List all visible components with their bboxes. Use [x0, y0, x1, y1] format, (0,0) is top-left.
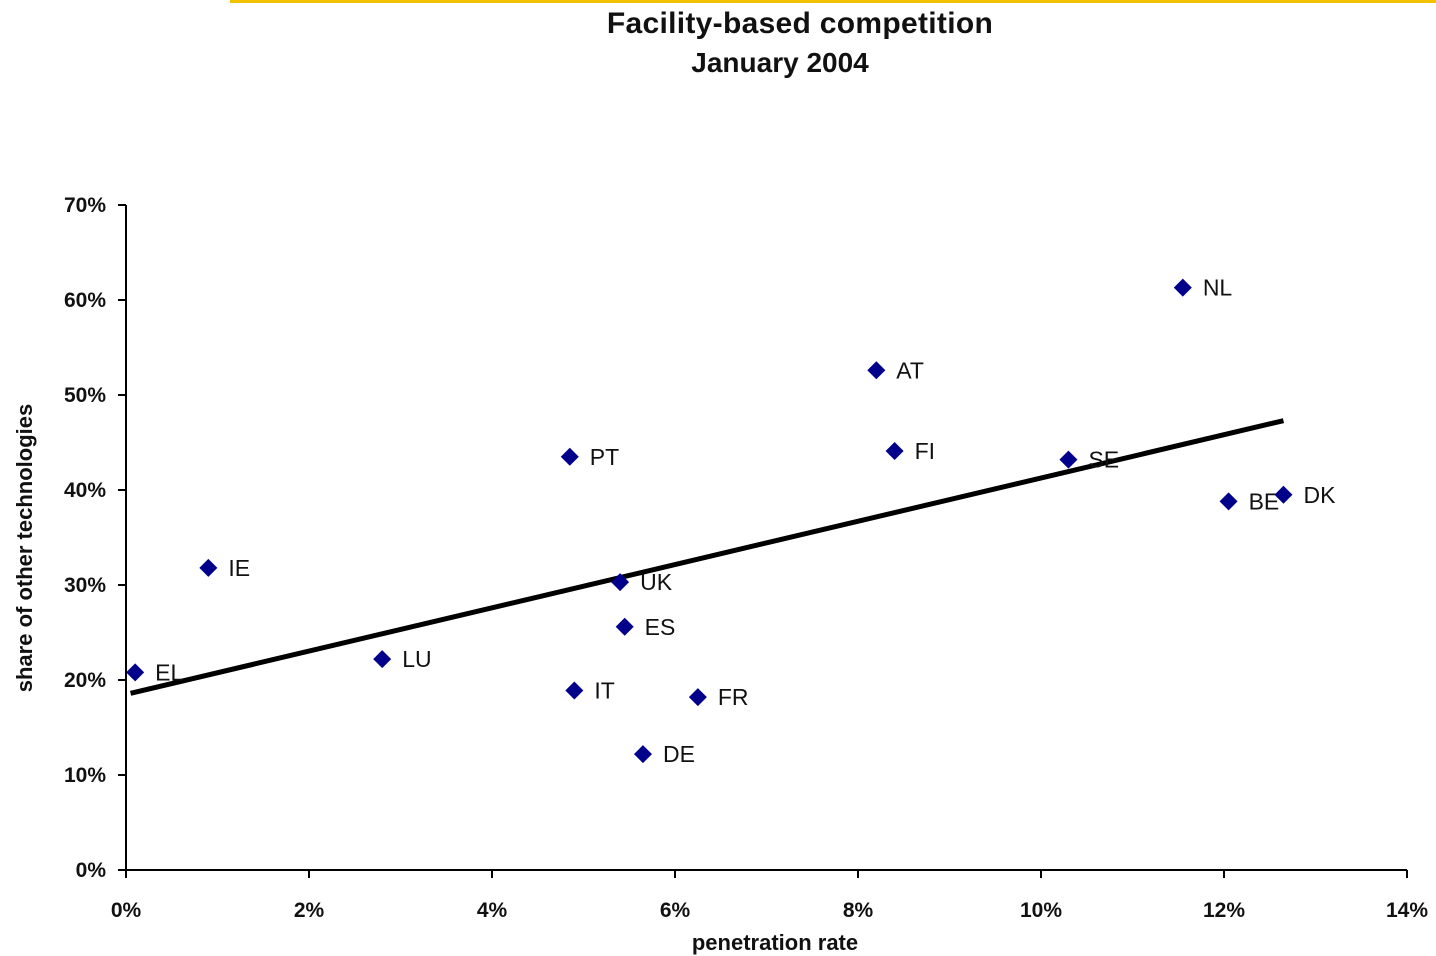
data-point-label: PT	[590, 444, 619, 470]
data-point-label: BE	[1249, 488, 1280, 514]
data-point	[867, 361, 886, 380]
y-tick-label: 10%	[64, 764, 106, 787]
data-point-label: IE	[228, 555, 250, 581]
data-point	[1274, 485, 1293, 504]
x-tick-label: 14%	[1386, 899, 1428, 922]
data-point	[633, 745, 652, 764]
ticks: 0% 10% 20% 30% 40% 50% 60% 70% 0% 2% 4% 6% 8% 10% 12% 1…	[64, 194, 1428, 922]
trendline-group	[129, 418, 1285, 696]
data-point-label: UK	[640, 569, 673, 595]
y-axis-label: share of other technologies	[12, 404, 37, 693]
data-point	[199, 558, 218, 577]
x-tick-label: 10%	[1020, 899, 1062, 922]
data-point-label: FI	[915, 438, 935, 464]
x-tick-label: 0%	[111, 899, 142, 922]
x-tick-label: 4%	[477, 899, 508, 922]
y-tick-label: 30%	[64, 574, 106, 597]
data-point	[615, 617, 634, 636]
x-tick-label: 8%	[843, 899, 874, 922]
trendline	[129, 418, 1285, 696]
data-point-label: DE	[663, 741, 695, 767]
data-point-label: ES	[645, 614, 676, 640]
y-tick-label: 70%	[64, 194, 106, 217]
y-tick-label: 0%	[76, 859, 107, 882]
data-point-label: LU	[402, 646, 431, 672]
data-point-label: SE	[1088, 447, 1119, 473]
x-tick-label: 6%	[660, 899, 691, 922]
data-point	[373, 650, 392, 669]
chart-title: Facility-based competition	[606, 7, 994, 40]
data-point	[126, 663, 145, 682]
chart-subtitle: January 2004	[691, 47, 869, 78]
data-point	[560, 447, 579, 466]
data-point-label: DK	[1303, 482, 1336, 508]
data-point	[688, 688, 707, 707]
y-tick-label: 20%	[64, 669, 106, 692]
y-tick-label: 50%	[64, 384, 106, 407]
data-point	[885, 442, 904, 461]
data-point	[611, 573, 630, 592]
data-point-label: EL	[155, 659, 183, 685]
data-point	[1173, 278, 1192, 297]
data-point-label: AT	[896, 357, 924, 383]
axes	[125, 205, 1407, 871]
data-point-label: NL	[1203, 275, 1233, 301]
points: EL IE LU PT IT UK ES DE FR AT FI SE NL BE DK	[126, 275, 1336, 767]
data-point	[1219, 492, 1238, 511]
x-axis-label: penetration rate	[692, 930, 858, 955]
x-tick-label: 2%	[294, 899, 325, 922]
data-point-label: FR	[718, 684, 749, 710]
chart-title-block: Facility-based competition January 2004	[540, 4, 1060, 82]
top-accent-bar	[230, 0, 1436, 3]
x-tick-label: 12%	[1203, 899, 1245, 922]
data-point	[565, 681, 584, 700]
y-tick-label: 40%	[64, 479, 106, 502]
data-point	[1059, 450, 1078, 469]
y-tick-label: 60%	[64, 289, 106, 312]
data-point-label: IT	[594, 677, 614, 703]
